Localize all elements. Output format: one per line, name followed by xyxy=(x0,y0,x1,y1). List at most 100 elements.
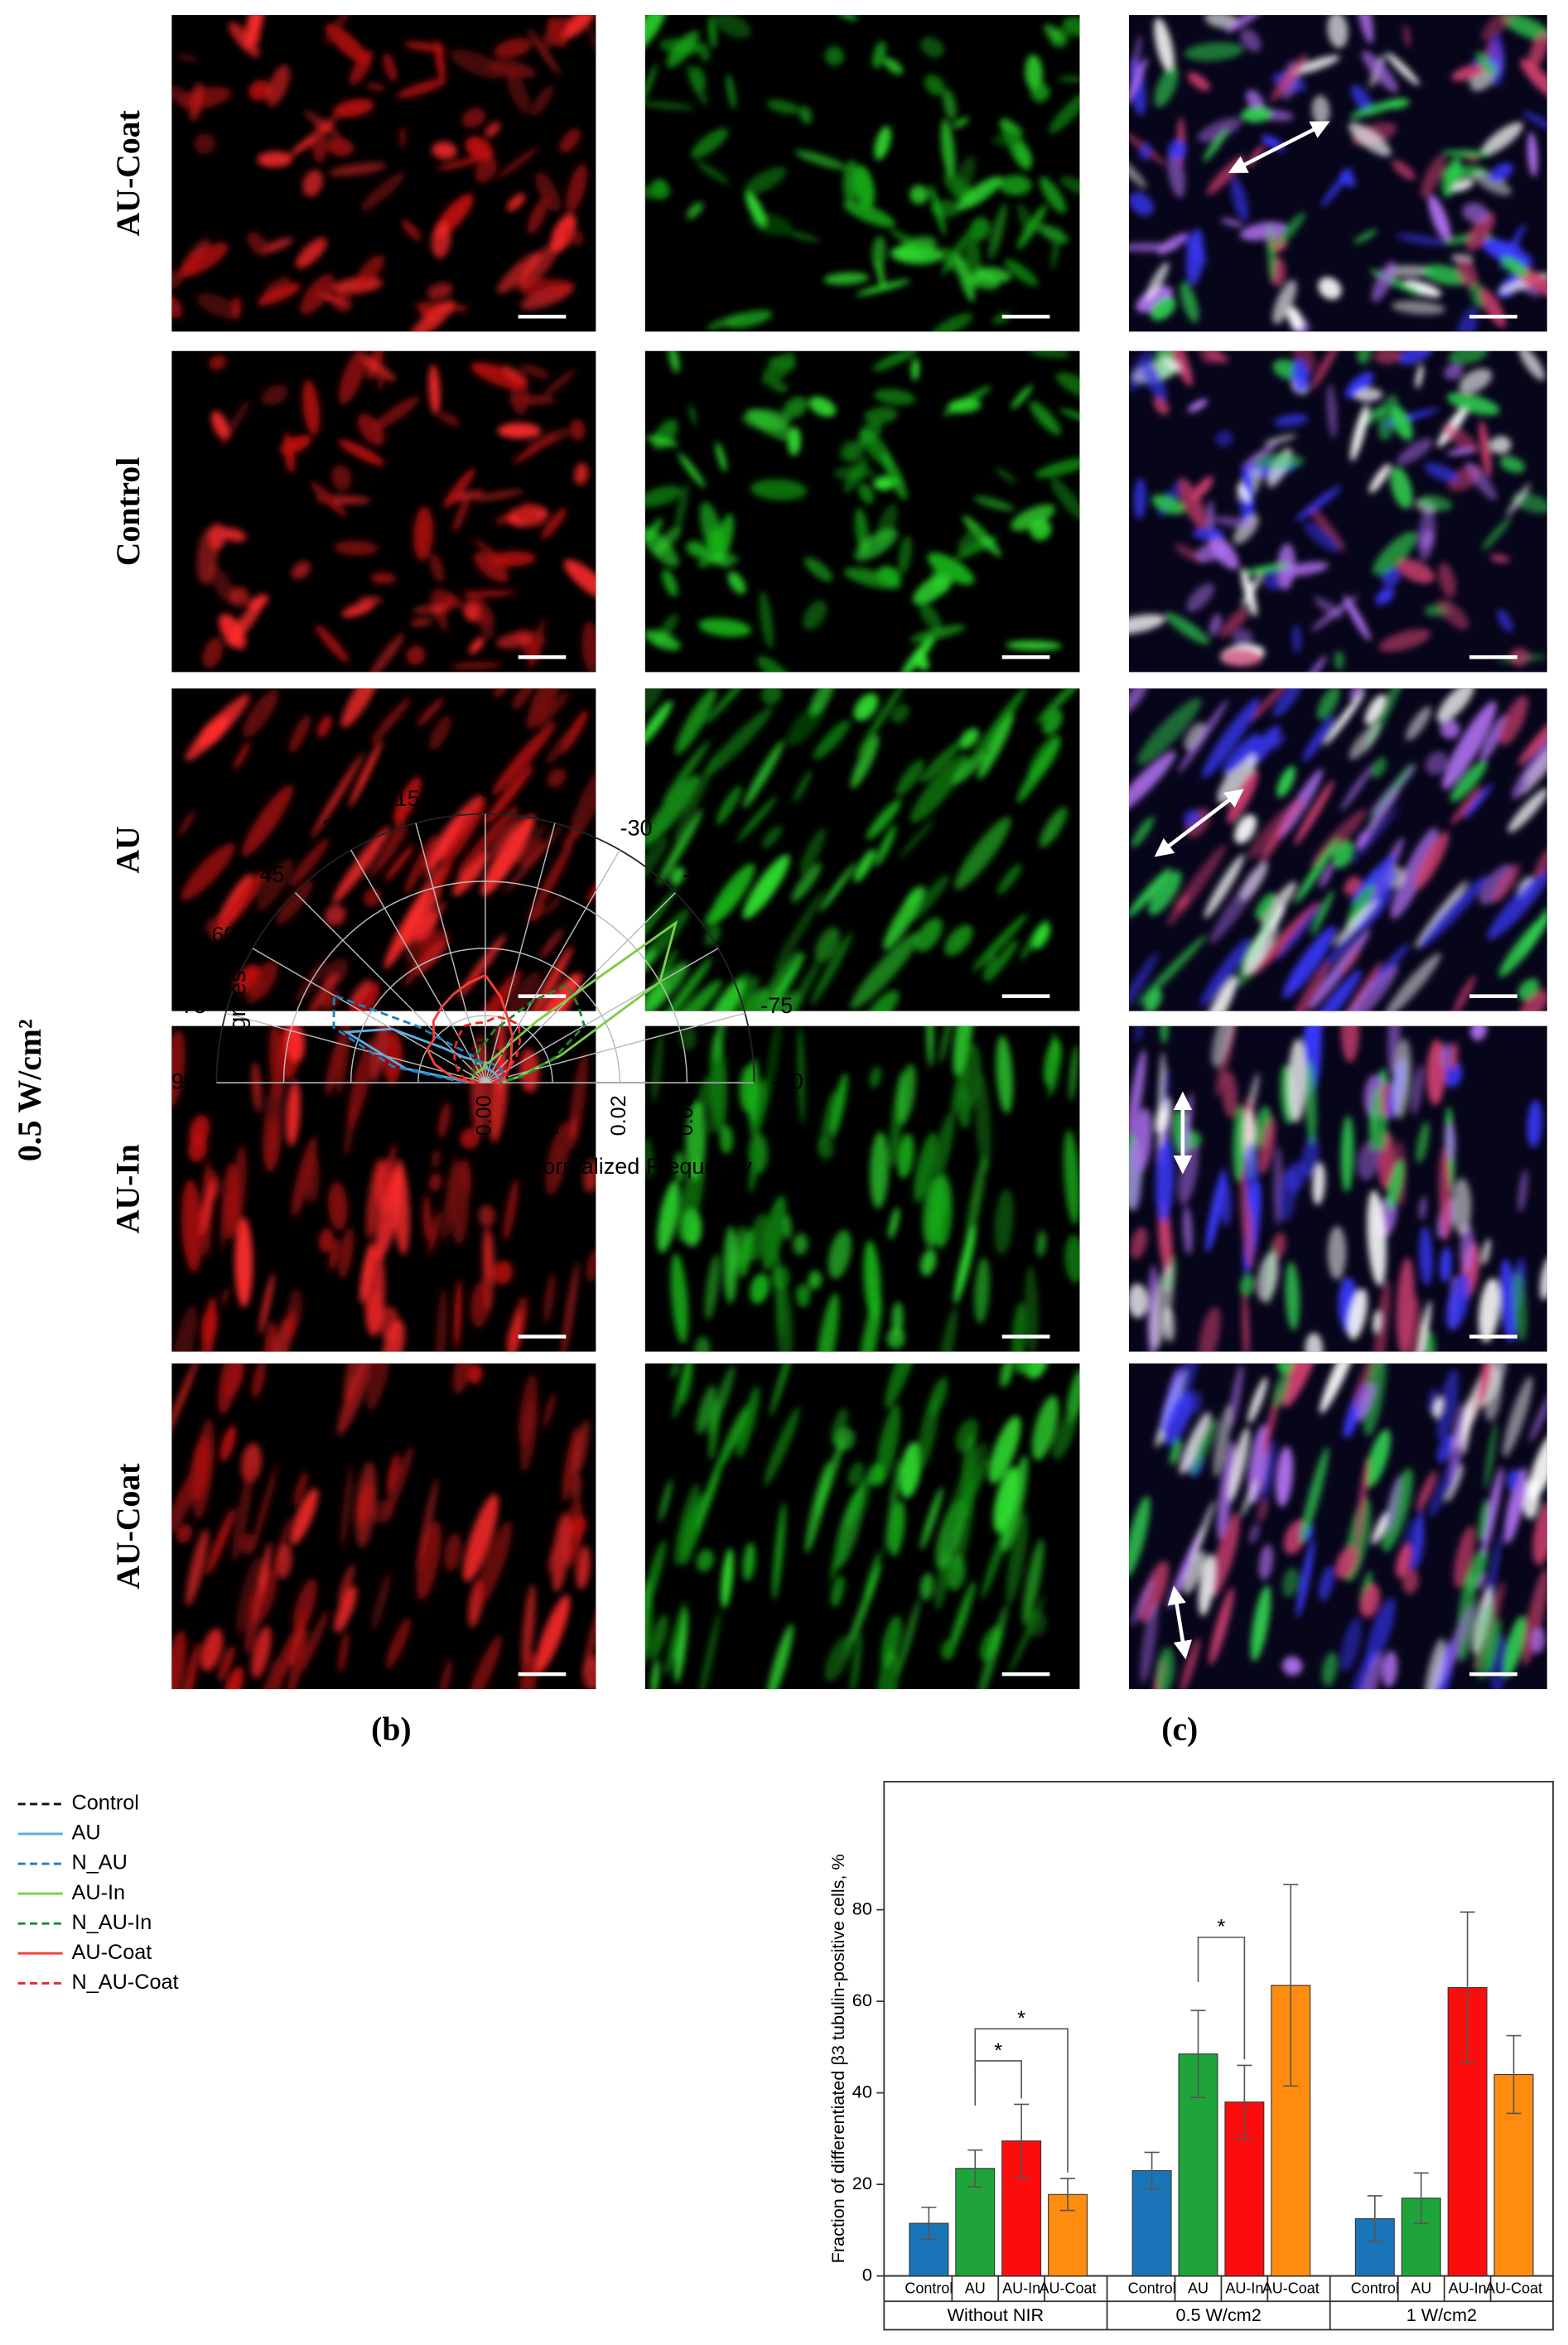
cell-blob xyxy=(1154,65,1179,108)
cell-blob xyxy=(872,41,886,69)
cell-blob xyxy=(534,1595,571,1674)
cell-blob xyxy=(707,1058,725,1135)
cell-blob xyxy=(969,217,991,241)
cell-blob xyxy=(939,1025,953,1064)
cell-blob xyxy=(1291,358,1310,393)
cell-blob xyxy=(1445,1061,1463,1088)
cell-blob xyxy=(1466,211,1495,252)
cell-blob xyxy=(1479,1498,1488,1542)
cell-blob xyxy=(1271,1233,1286,1259)
cell-blob xyxy=(1180,1638,1200,1690)
cell-blob xyxy=(569,762,596,841)
cell-blob xyxy=(358,596,384,604)
cell-blob xyxy=(1162,1067,1170,1110)
cell-blob xyxy=(520,1399,538,1472)
cell-blob xyxy=(582,1600,596,1677)
cell-blob xyxy=(770,1363,796,1417)
cell-blob xyxy=(562,826,581,848)
cell-blob xyxy=(1014,142,1033,167)
cell-blob xyxy=(1303,969,1362,1011)
cell-blob xyxy=(644,887,678,967)
error-bar xyxy=(1014,2103,1030,2179)
cell-blob xyxy=(469,637,485,654)
cell-blob xyxy=(470,364,504,373)
cell-blob xyxy=(1025,1363,1048,1379)
cell-blob xyxy=(247,231,268,256)
cell-blob xyxy=(1215,430,1233,447)
cells xyxy=(196,350,596,673)
cell-blob xyxy=(519,838,542,866)
cell-blob xyxy=(1058,75,1080,83)
cell-blob xyxy=(1015,1363,1033,1374)
cell-blob xyxy=(662,569,678,597)
cell-blob xyxy=(858,483,875,504)
cell-blob xyxy=(1011,504,1055,531)
cell-blob xyxy=(1130,1227,1148,1259)
cell-blob xyxy=(1170,350,1193,387)
cell-blob xyxy=(686,64,708,106)
cell-blob xyxy=(1035,688,1080,725)
cell-blob xyxy=(853,693,879,721)
cell-blob xyxy=(688,404,697,426)
cell-blob xyxy=(839,440,854,461)
cell-blob xyxy=(1527,31,1547,70)
cell-blob xyxy=(263,1320,277,1352)
cell-blob xyxy=(1257,1498,1268,1523)
cell-blob xyxy=(693,1455,724,1537)
cells xyxy=(1128,350,1547,673)
cell-blob xyxy=(1451,64,1488,81)
cell-blob xyxy=(1475,51,1497,77)
cell-blob xyxy=(302,170,324,197)
cell-blob xyxy=(670,1252,689,1344)
cell-blob xyxy=(746,408,795,441)
cell-blob xyxy=(999,175,1032,195)
cell-blob xyxy=(1540,1256,1547,1300)
cell-blob xyxy=(685,1101,706,1180)
cell-blob xyxy=(251,1363,266,1399)
cell-blob xyxy=(219,613,246,650)
cell-blob xyxy=(955,1418,978,1453)
micrograph xyxy=(1128,1025,1547,1352)
cells xyxy=(644,1363,1080,1690)
cell-blob xyxy=(709,863,755,924)
cell-blob xyxy=(371,1025,392,1083)
cell-blob xyxy=(319,1228,334,1252)
cell-blob xyxy=(1233,514,1259,544)
row-label: AU-In xyxy=(110,1144,147,1233)
cell-blob xyxy=(506,69,530,114)
cell-blob xyxy=(1450,786,1483,825)
cell-blob xyxy=(1191,475,1213,501)
cell-blob xyxy=(452,1363,472,1395)
cell-blob xyxy=(248,594,269,611)
cell-blob xyxy=(1351,84,1373,114)
cells xyxy=(171,15,596,332)
cell-blob xyxy=(450,49,504,79)
cell-blob xyxy=(1348,122,1392,157)
cell-blob xyxy=(293,1470,308,1507)
cell-blob xyxy=(756,951,802,1011)
cell-blob xyxy=(429,715,451,750)
cell-blob xyxy=(472,538,512,568)
cell-blob xyxy=(198,715,229,747)
cell-blob xyxy=(1440,1043,1453,1069)
cell-blob xyxy=(659,1479,673,1522)
cell-blob xyxy=(657,1180,680,1253)
cell-blob xyxy=(1498,913,1547,977)
cell-blob xyxy=(1183,1389,1203,1416)
cell-blob xyxy=(1418,495,1453,512)
cell-blob xyxy=(1317,688,1340,720)
row-label: Control xyxy=(110,457,147,566)
cell-blob xyxy=(1222,733,1261,775)
cell-blob xyxy=(349,978,372,1006)
cell-blob xyxy=(496,632,533,649)
cell-blob xyxy=(1499,1258,1517,1343)
cells xyxy=(644,688,1080,1011)
significance-bracket xyxy=(974,2060,1022,2106)
cell-blob xyxy=(1334,899,1378,946)
cell-blob xyxy=(998,120,1023,133)
cell-blob xyxy=(1327,1226,1347,1280)
cell-blob xyxy=(1374,350,1402,364)
cell-blob xyxy=(1263,434,1297,446)
cell-blob xyxy=(218,871,266,932)
error-bar xyxy=(921,2206,937,2241)
